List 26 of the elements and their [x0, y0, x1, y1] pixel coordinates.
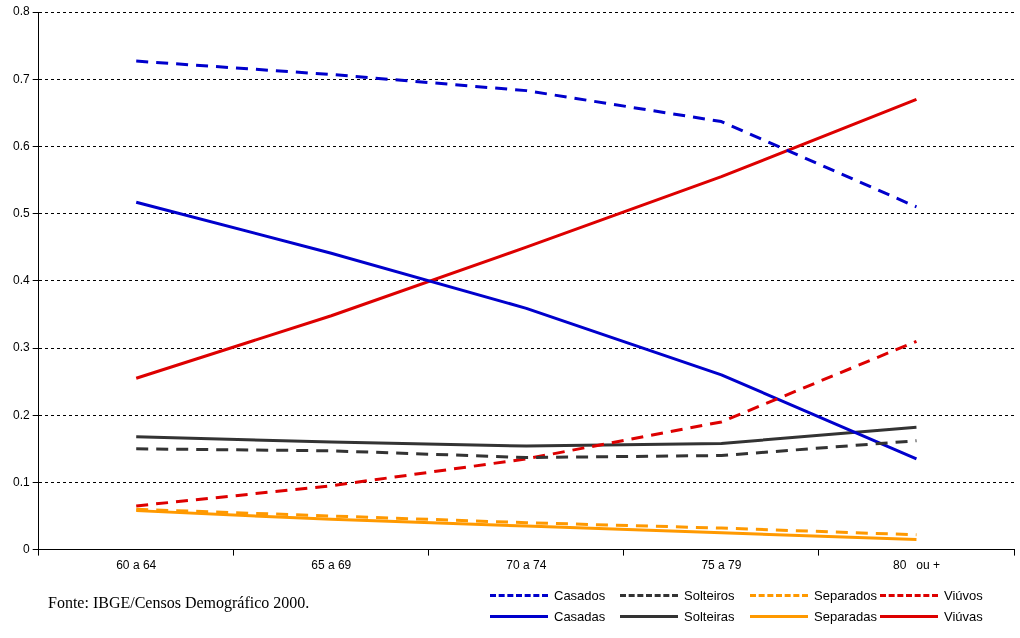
- x-tick-label: 70 a 74: [506, 558, 547, 573]
- line-series: [134, 439, 918, 460]
- y-tick-label: 0.4: [12, 273, 30, 288]
- x-tick-label: 65 a 69: [311, 558, 352, 573]
- legend-label: Solteiras: [684, 609, 735, 624]
- y-tick-label: 0: [22, 541, 30, 556]
- legend-label: Casadas: [554, 609, 606, 624]
- legend-label: Separadas: [814, 609, 877, 624]
- x-tick-label: 75 a 79: [701, 558, 742, 573]
- y-tick-label: 0.3: [12, 340, 30, 355]
- line-series: [134, 59, 918, 209]
- y-tick-label: 0.5: [12, 205, 30, 220]
- source-note: Fonte: IBGE/Censos Demográfico 2000.: [48, 594, 310, 612]
- x-tick-label: 80 ou +: [892, 558, 940, 573]
- y-tick-label: 0.1: [12, 474, 30, 489]
- line-series: [134, 339, 918, 508]
- y-tick-label: 0.8: [12, 4, 30, 19]
- y-tick-label: 0.6: [12, 138, 30, 153]
- legend-label: Viúvos: [944, 588, 983, 603]
- y-tick-label: 0.2: [12, 407, 30, 422]
- legend-label: Solteiros: [684, 588, 735, 603]
- x-tick-label: 60 a 64: [116, 558, 157, 573]
- legend-label: Separados: [814, 588, 877, 603]
- legend-label: Viúvas: [944, 609, 983, 624]
- legend-label: Casados: [554, 588, 606, 603]
- y-tick-label: 0.7: [12, 71, 30, 86]
